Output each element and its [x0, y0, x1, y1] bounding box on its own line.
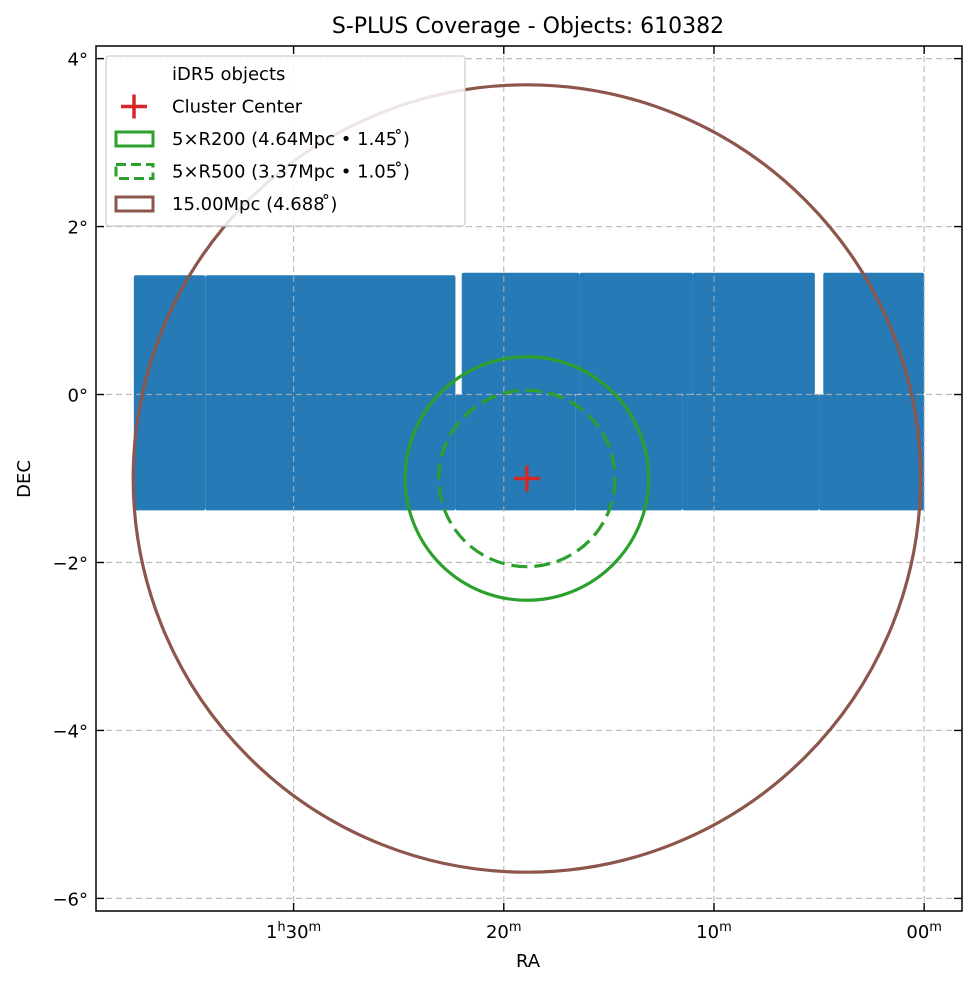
legend-handle-circle-3 — [114, 163, 155, 180]
x-tick-label-part-2: 30 — [286, 922, 309, 943]
y-tick-label: −2° — [52, 553, 88, 574]
x-tick-label-part-1: h — [277, 920, 285, 935]
x-axis-label: RA — [516, 951, 541, 972]
survey-field-8 — [579, 272, 693, 395]
survey-field-1 — [133, 275, 206, 511]
y-axis-label: DEC — [14, 460, 35, 498]
y-tick-label: 4° — [68, 50, 88, 71]
survey-field-5 — [682, 394, 820, 511]
x-tick-label-part-1: m — [719, 920, 732, 935]
x-tick-label: 1h30m — [266, 920, 321, 943]
legend-box — [105, 55, 466, 227]
radius-circle-1 — [403, 355, 651, 602]
cluster-center-marker — [513, 465, 540, 492]
x-tick-label: 00m — [906, 920, 942, 943]
legend-entry-label: 15.00Mpc (4.688 ̊) — [172, 194, 337, 215]
survey-field-7 — [461, 272, 580, 395]
legend-handle-circle-4 — [114, 195, 155, 213]
y-tick-label: 2° — [68, 218, 88, 239]
x-tick-label-part-0: 20 — [486, 922, 509, 943]
y-tick-label: −6° — [52, 889, 88, 910]
radius-circle-3 — [131, 83, 923, 874]
x-tick-label-part-0: 10 — [696, 922, 719, 943]
survey-field-9 — [692, 272, 815, 395]
x-tick-label-part-0: 00 — [906, 922, 929, 943]
survey-field-2 — [205, 275, 456, 511]
legend-entry-label: 5×R200 (4.64Mpc • 1.45 ̊) — [172, 129, 410, 150]
legend-entry-label: 5×R500 (3.37Mpc • 1.05 ̊) — [172, 162, 410, 183]
survey-field-3 — [455, 394, 576, 511]
x-tick-label: 10m — [696, 920, 732, 943]
legend-entry-label: Cluster Center — [172, 97, 303, 118]
survey-field-10 — [823, 272, 925, 395]
x-tick-label: 20m — [486, 920, 522, 943]
legend: iDR5 objects Cluster Center 5×R200 (4.64Mp… — [105, 55, 466, 227]
x-tick-label-part-1: m — [929, 920, 942, 935]
radius-circle-2 — [437, 388, 617, 569]
x-tick-label-part-3: m — [309, 920, 322, 935]
survey-field-4 — [575, 394, 683, 511]
survey-field-6 — [819, 394, 925, 511]
y-tick-label: 0° — [68, 386, 88, 407]
legend-handle-circle-2 — [114, 130, 155, 148]
x-tick-label-part-0: 1 — [266, 922, 277, 943]
y-tick-label: −4° — [52, 721, 88, 742]
x-tick-label-part-1: m — [509, 920, 522, 935]
axes-frame — [95, 45, 963, 912]
chart-title: S-PLUS Coverage - Objects: 610382 — [332, 14, 724, 39]
legend-entry-label: iDR5 objects — [172, 64, 285, 85]
legend-handle-cluster — [121, 94, 147, 119]
